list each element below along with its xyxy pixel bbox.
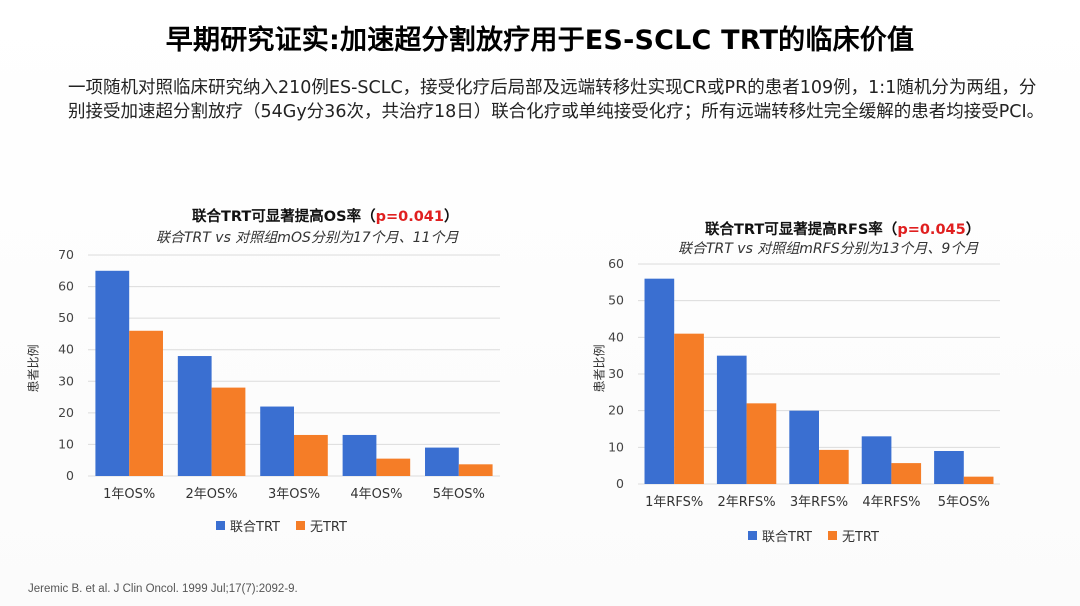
y-tick-label: 30 (58, 373, 74, 388)
os-chart-subtitle: 联合TRT vs 对照组mOS分别为17个月、11个月 (156, 230, 459, 246)
rfs-chart-title-main: 联合TRT可显著提高RFS率（ (705, 222, 898, 238)
bar-no-trt (458, 464, 493, 476)
bar-no-trt (211, 387, 246, 476)
os-chart-pvalue: p=0.041 (375, 209, 444, 225)
legend-swatch-no-trt (827, 531, 837, 540)
os-chart-plot: 0 10 20 30 40 50 60 70 1年OS% 2年OS% 3年OS% 4年OS% 5年OS% (58, 247, 500, 502)
legend-item-no-trt: 无TRT (827, 526, 879, 545)
rfs-chart: 联合TRT可显著提高RFS率（p=0.045） 联合TRT vs 对照组mRFS… (590, 210, 1030, 550)
y-tick-label: 20 (608, 403, 624, 418)
y-tick-label: 40 (58, 342, 74, 357)
bar-no-trt (819, 449, 849, 484)
legend-item-combined-trt: 联合TRT (748, 526, 812, 545)
rfs-chart-legend: 联合TRT 无TRT (748, 526, 879, 545)
legend-swatch-combined-trt (748, 531, 757, 540)
os-chart: 联合TRT可显著提高OS率（p=0.041） 联合TRT vs 对照组mOS分别… (20, 200, 520, 540)
bar-no-trt (294, 434, 328, 476)
x-category-label: 4年OS% (350, 487, 402, 502)
legend-label: 无TRT (841, 530, 879, 545)
x-category-label: 5年OS% (433, 487, 485, 502)
y-tick-label: 30 (608, 366, 624, 381)
rfs-chart-pvalue: p=0.045 (897, 222, 966, 238)
y-tick-label: 10 (608, 439, 624, 454)
y-tick-label: 10 (58, 436, 74, 451)
os-chart-title-main: 联合TRT可显著提高OS率（ (192, 209, 376, 225)
rfs-chart-title-close: ） (965, 222, 981, 238)
os-chart-legend: 联合TRT 无TRT (216, 516, 347, 535)
slide-title: 早期研究证实:加速超分割放疗用于ES-SCLC TRT的临床价值 (165, 25, 915, 56)
bar-combined-trt (177, 356, 212, 476)
bar-no-trt (376, 458, 411, 476)
bar-combined-trt (95, 270, 130, 476)
bar-combined-trt (934, 451, 964, 484)
x-category-label: 5年OS% (938, 495, 990, 510)
bar-no-trt (129, 330, 163, 476)
y-tick-label: 60 (58, 279, 74, 294)
legend-label: 联合TRT (762, 530, 812, 545)
bar-no-trt (891, 463, 922, 484)
bar-combined-trt (789, 410, 819, 484)
y-tick-label: 60 (608, 256, 624, 271)
bar-no-trt (746, 403, 777, 484)
rfs-chart-plot: 0 10 20 30 40 50 60 1年RFS% 2年RFS% 3年RFS% 4年RFS% 5年O… (608, 256, 1000, 510)
os-chart-title-close: ） (443, 209, 459, 225)
x-category-label: 3年RFS% (790, 495, 848, 510)
y-tick-label: 20 (58, 405, 74, 420)
bar-combined-trt (342, 434, 377, 476)
legend-swatch-combined-trt (216, 521, 225, 530)
x-category-label: 4年RFS% (862, 495, 920, 510)
y-tick-label: 0 (616, 476, 624, 491)
citation: Jeremic B. et al. J Clin Oncol. 1999 Jul… (28, 583, 298, 595)
legend-item-combined-trt: 联合TRT (216, 516, 280, 535)
legend-swatch-no-trt (295, 521, 305, 530)
y-tick-label: 40 (608, 329, 624, 344)
y-tick-label: 50 (608, 293, 624, 308)
x-category-label: 2年RFS% (718, 495, 776, 510)
legend-label: 无TRT (309, 520, 347, 535)
legend-item-no-trt: 无TRT (295, 516, 347, 535)
bar-combined-trt (716, 355, 747, 484)
y-tick-label: 70 (58, 247, 74, 262)
x-category-label: 1年OS% (103, 487, 155, 502)
bar-no-trt (674, 333, 704, 484)
rfs-chart-title: 联合TRT可显著提高RFS率（p=0.045） (705, 218, 980, 239)
x-category-label: 2年OS% (186, 487, 238, 502)
bar-no-trt (963, 476, 994, 484)
os-chart-title: 联合TRT可显著提高OS率（p=0.041） (192, 205, 458, 226)
legend-label: 联合TRT (230, 520, 280, 535)
slide-description: 一项随机对照临床研究纳入210例ES-SCLC，接受化疗后局部及远端转移灶实现C… (68, 78, 1045, 122)
bar-combined-trt (425, 447, 459, 476)
rfs-chart-subtitle: 联合TRT vs 对照组mRFS分别为13个月、9个月 (678, 241, 979, 257)
x-category-label: 1年RFS% (645, 495, 703, 510)
x-category-label: 3年OS% (268, 487, 320, 502)
bar-combined-trt (644, 278, 675, 484)
bar-combined-trt (260, 406, 294, 476)
y-tick-label: 0 (66, 468, 74, 483)
bar-combined-trt (861, 436, 892, 484)
y-tick-label: 50 (58, 310, 74, 325)
